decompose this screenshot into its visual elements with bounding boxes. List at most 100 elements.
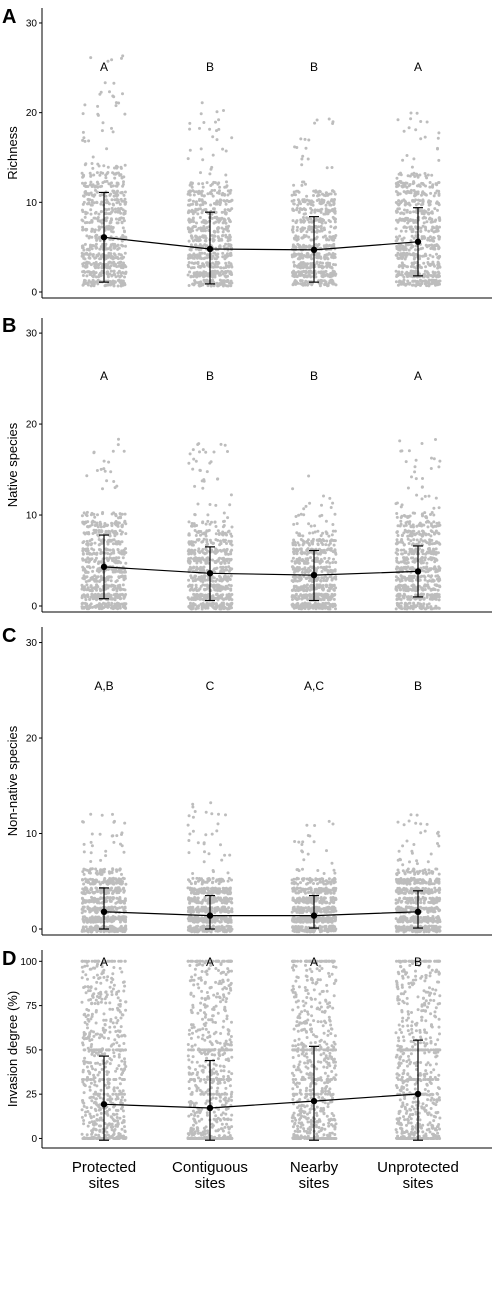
data-point [429, 467, 433, 470]
data-point [434, 496, 438, 500]
data-point [93, 228, 97, 232]
data-point [296, 203, 300, 207]
data-point [436, 588, 440, 592]
data-point [420, 237, 424, 241]
data-point [123, 163, 127, 167]
data-point [424, 570, 428, 574]
data-point [428, 185, 432, 189]
data-point [104, 176, 108, 180]
data-point [188, 148, 192, 152]
data-point [423, 272, 426, 276]
data-point [328, 565, 331, 569]
data-point [332, 203, 336, 206]
data-point [80, 218, 84, 222]
mean-point [414, 238, 422, 245]
data-point [222, 548, 226, 552]
data-point [197, 567, 201, 571]
data-point [123, 112, 127, 116]
data-point [99, 271, 103, 275]
data-point [119, 211, 123, 215]
data-point [419, 137, 423, 141]
data-point [197, 559, 200, 563]
data-point [212, 596, 216, 600]
data-point [113, 522, 117, 526]
data-point [190, 541, 194, 545]
data-point [196, 262, 200, 266]
data-point [228, 233, 232, 237]
data-point [331, 120, 335, 124]
data-point [420, 497, 424, 501]
data-point [318, 583, 322, 587]
data-point [86, 543, 90, 547]
data-point [229, 271, 233, 275]
data-point [227, 569, 231, 573]
data-point [106, 171, 110, 174]
data-point [308, 597, 312, 601]
data-point [205, 261, 209, 265]
data-point [100, 221, 104, 225]
data-point [122, 261, 125, 265]
data-point [193, 513, 197, 516]
data-point [191, 217, 195, 221]
data-point [112, 593, 116, 597]
data-point [85, 552, 89, 556]
data-point [222, 603, 225, 607]
data-point [99, 202, 103, 206]
data-point [219, 565, 223, 569]
data-point [114, 104, 118, 108]
data-point [291, 245, 295, 248]
data-point [94, 280, 98, 284]
data-point [105, 201, 108, 205]
data-point [219, 266, 223, 270]
data-point [230, 548, 234, 552]
data-point [310, 220, 314, 224]
data-point [187, 520, 191, 524]
data-point [435, 201, 438, 205]
data-point [99, 257, 103, 260]
data-point [420, 266, 423, 270]
data-point [416, 175, 420, 179]
data-point [83, 191, 87, 195]
data-point [197, 189, 201, 193]
data-point [221, 234, 224, 238]
data-point [189, 601, 192, 605]
data-point [297, 210, 301, 214]
data-point [224, 255, 228, 259]
data-point [332, 597, 336, 601]
data-point [438, 459, 442, 463]
data-point [188, 121, 192, 125]
data-point [229, 493, 233, 497]
data-point [211, 278, 215, 282]
data-point [333, 220, 337, 224]
jitter-points [80, 54, 442, 288]
data-point [123, 520, 127, 524]
data-point [314, 237, 318, 241]
data-point [192, 225, 196, 229]
data-point [428, 238, 432, 242]
data-point [334, 552, 338, 556]
data-point [299, 605, 302, 609]
data-point [230, 543, 234, 547]
data-point [299, 578, 303, 582]
data-point [399, 181, 403, 185]
data-point [295, 531, 299, 535]
data-point [291, 598, 294, 601]
data-point [208, 191, 212, 195]
data-point [187, 239, 191, 243]
data-point [193, 279, 197, 283]
data-point [205, 256, 209, 260]
data-point [202, 275, 206, 279]
data-point [401, 218, 404, 222]
data-point [88, 221, 92, 225]
data-point [87, 192, 91, 196]
data-point [302, 198, 306, 202]
data-point [430, 229, 434, 232]
data-point [88, 606, 92, 609]
data-point [186, 157, 190, 161]
data-point [226, 278, 230, 282]
data-point [218, 185, 222, 189]
data-point [225, 578, 228, 582]
data-point [437, 131, 441, 135]
data-point [334, 263, 337, 267]
data-point [434, 278, 438, 282]
